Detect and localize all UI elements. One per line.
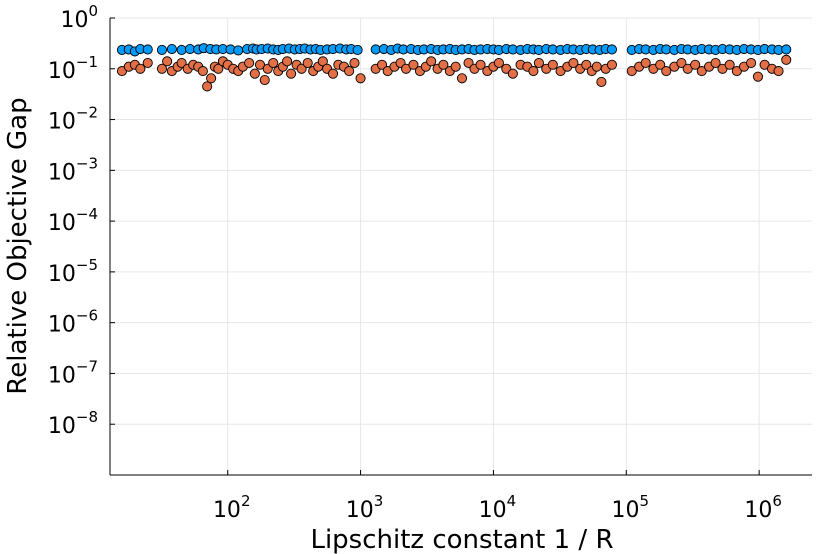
data-point: [781, 54, 792, 65]
data-point: [533, 57, 544, 69]
data-point: [176, 57, 187, 69]
x-tick-label: 106: [744, 492, 782, 523]
data-point: [640, 57, 651, 69]
data-point: [606, 44, 617, 55]
data-point: [249, 68, 260, 79]
data-point: [142, 57, 153, 69]
series-2: [116, 54, 792, 92]
data-point: [507, 68, 518, 79]
y-tick-label: 10−4: [48, 205, 98, 236]
data-point: [302, 57, 313, 69]
data-point: [176, 44, 187, 55]
data-point: [581, 59, 592, 70]
data-point: [528, 66, 539, 77]
data-point: [731, 66, 742, 77]
data-point: [781, 44, 792, 55]
data-point: [710, 57, 721, 69]
data-point: [591, 61, 602, 72]
data-point: [202, 81, 213, 92]
x-tick-label: 102: [213, 492, 251, 523]
data-point: [142, 44, 153, 55]
data-point: [456, 73, 468, 84]
data-point: [547, 59, 558, 70]
data-point: [690, 59, 701, 70]
data-point: [626, 66, 637, 77]
data-point: [493, 57, 504, 69]
data-point: [259, 74, 270, 86]
data-point: [166, 43, 177, 55]
x-tick-label: 105: [612, 492, 650, 523]
data-point: [282, 56, 293, 67]
data-point: [344, 66, 355, 77]
x-tick-label: 104: [479, 492, 517, 523]
data-point: [244, 57, 255, 69]
data-point: [327, 68, 339, 79]
data-point: [606, 59, 617, 70]
data-point: [773, 66, 784, 77]
data-point: [661, 66, 672, 77]
data-point: [254, 59, 266, 70]
data-point: [296, 63, 307, 74]
data-point: [376, 59, 388, 70]
data-point: [135, 63, 146, 74]
data-point: [475, 59, 486, 70]
data-point: [596, 76, 607, 88]
data-point: [752, 71, 764, 82]
y-tick-label: 10−7: [48, 357, 98, 388]
data-point: [450, 61, 461, 72]
data-point: [184, 43, 196, 55]
data-point: [676, 57, 687, 69]
data-point: [746, 57, 757, 69]
data-points: [116, 43, 792, 92]
x-tick-label: 103: [346, 492, 384, 523]
data-point: [317, 56, 328, 67]
data-point: [438, 59, 449, 70]
y-tick-label: 10−8: [48, 408, 98, 439]
data-point: [696, 66, 707, 77]
data-point: [724, 59, 735, 70]
data-point: [213, 63, 224, 74]
y-tick-label: 100: [60, 2, 98, 33]
data-point: [156, 44, 168, 55]
data-point: [156, 63, 168, 74]
grid: [110, 17, 812, 475]
data-point: [268, 57, 279, 69]
y-axis-title: Relative Objective Gap: [3, 97, 33, 394]
y-axis-ticks: 100 10−1 10−2 10−3 10−4 10−5 10−6 10−7 10−8: [48, 2, 115, 439]
data-point: [426, 56, 437, 67]
data-point: [349, 57, 360, 69]
data-point: [655, 59, 666, 70]
data-point: [352, 44, 363, 55]
y-tick-label: 10−6: [48, 307, 98, 338]
data-point: [197, 66, 208, 77]
data-point: [370, 44, 381, 55]
data-point: [286, 68, 297, 79]
y-tick-label: 10−3: [48, 154, 98, 185]
y-tick-label: 10−5: [48, 256, 98, 287]
data-point: [233, 45, 244, 56]
data-point: [162, 56, 173, 67]
y-tick-label: 10−1: [48, 53, 98, 84]
data-point: [568, 57, 579, 69]
x-axis-title: Lipschitz constant 1 / R: [310, 525, 613, 554]
data-point: [408, 59, 419, 70]
y-tick-label: 10−2: [48, 104, 98, 135]
series-1: [116, 43, 792, 57]
data-point: [206, 73, 217, 84]
data-point: [355, 73, 366, 84]
x-axis-ticks: 102 103 104 105 106: [213, 470, 782, 523]
